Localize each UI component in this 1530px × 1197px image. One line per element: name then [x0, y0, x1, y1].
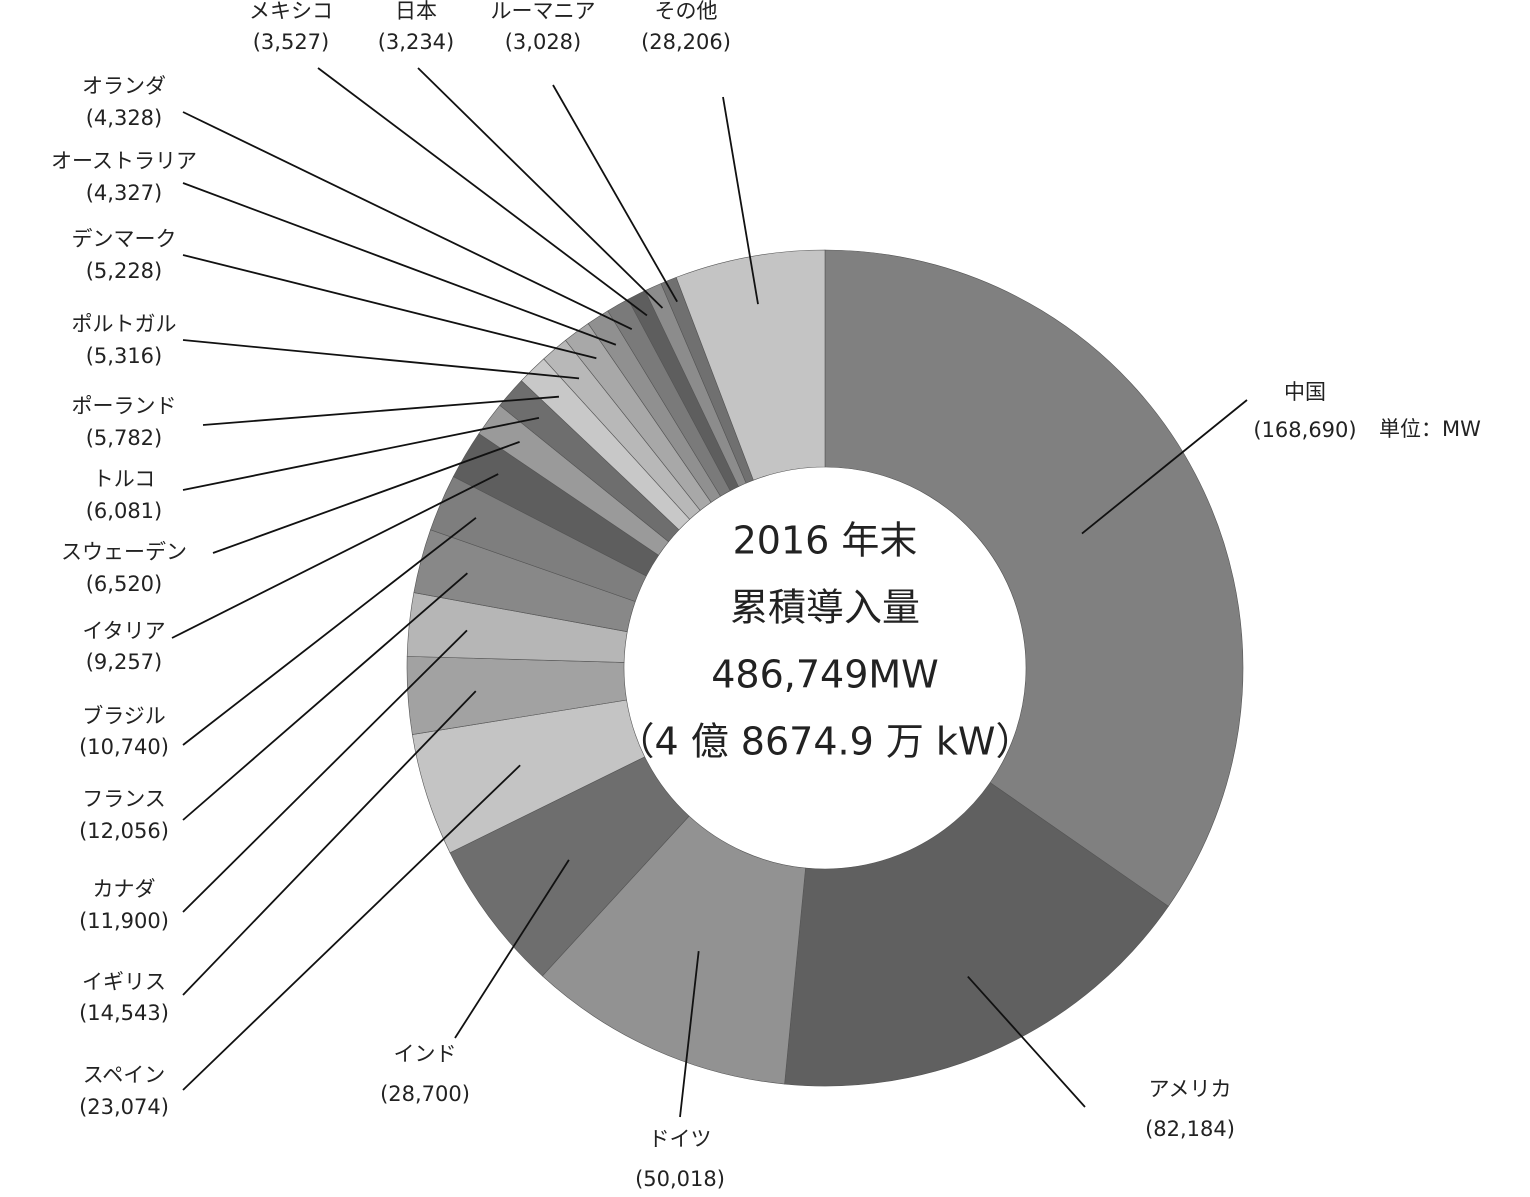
slice-label: デンマーク	[72, 227, 177, 251]
value-label: (5,228)	[86, 259, 163, 283]
leader-lines	[171, 67, 1248, 1118]
value-label: (3,527)	[253, 30, 330, 54]
slice-label: ブラジル	[82, 704, 166, 728]
leader-line	[202, 395, 560, 426]
value-label: (4,328)	[86, 106, 163, 130]
value-label: (28,206)	[641, 30, 731, 54]
leader-line	[182, 690, 477, 996]
slices	[406, 249, 1244, 1087]
slice-label: オーストラリア	[51, 149, 197, 173]
slice-label: その他	[655, 0, 718, 23]
slice-label: アメリカ	[1149, 1077, 1232, 1101]
slice-label: ドイツ	[649, 1127, 712, 1151]
slice-label: オランダ	[82, 74, 166, 98]
slice	[784, 782, 1169, 1087]
leader-line	[454, 859, 570, 1039]
leader-line	[182, 416, 540, 491]
slice-label: スウェーデン	[61, 540, 187, 564]
leader-line	[182, 339, 580, 380]
slice	[675, 249, 826, 481]
value-label: (3,028)	[505, 30, 582, 54]
center-text: 486,749MW	[711, 653, 939, 697]
leader-line	[679, 950, 700, 1118]
value-label: (23,074)	[79, 1095, 169, 1119]
value-label: (168,690)	[1253, 418, 1356, 442]
leader-line	[967, 975, 1086, 1108]
center-text: 累積導入量	[730, 586, 920, 630]
value-label: (4,327)	[86, 181, 163, 205]
center-text: （4 億 8674.9 万 kW）	[616, 720, 1033, 764]
slice-label: フランス	[82, 787, 166, 811]
value-label: (3,234)	[378, 30, 455, 54]
slice-label: イタリア	[82, 619, 165, 643]
value-label: (6,520)	[86, 572, 163, 596]
slice-label: メキシコ	[249, 0, 333, 23]
slice-label: 日本	[395, 0, 437, 23]
leader-line	[317, 67, 648, 317]
slice-label: スペイン	[83, 1063, 166, 1087]
value-label: (82,184)	[1145, 1117, 1235, 1141]
leader-line	[182, 629, 468, 913]
value-label: (12,056)	[79, 819, 169, 843]
leader-line	[182, 111, 633, 331]
slice-label: ポルトガル	[72, 312, 177, 336]
value-label: (6,081)	[86, 499, 163, 523]
slice	[824, 249, 1244, 907]
leader-line	[182, 182, 617, 346]
slice	[541, 815, 806, 1085]
leader-line	[722, 96, 759, 305]
leader-line	[212, 441, 520, 554]
slice-label: イギリス	[82, 970, 166, 994]
leader-line	[1081, 399, 1248, 535]
slice-label: ポーランド	[72, 394, 177, 418]
leader-line	[182, 517, 477, 746]
value-label: (5,316)	[86, 344, 163, 368]
value-label: (28,700)	[380, 1082, 470, 1106]
leader-line	[552, 84, 678, 303]
value-label: (10,740)	[79, 735, 169, 759]
center-text: 2016 年末	[733, 519, 918, 563]
value-label: (14,543)	[79, 1001, 169, 1025]
value-label: (11,900)	[79, 909, 169, 933]
leader-line	[417, 67, 664, 309]
value-label: (5,782)	[86, 426, 163, 450]
leader-line	[171, 473, 499, 639]
slice-label: トルコ	[93, 467, 156, 491]
slice-label: インド	[394, 1042, 457, 1066]
value-label: (9,257)	[86, 650, 163, 674]
slice-label: 中国	[1284, 380, 1326, 404]
leader-line	[182, 254, 597, 360]
slice-label: ルーマニア	[491, 0, 596, 23]
value-label: (50,018)	[635, 1167, 725, 1191]
slice-label: カナダ	[93, 877, 156, 901]
leader-line	[182, 764, 521, 1091]
leader-line	[182, 572, 468, 821]
unit-note: 単位：MW	[1379, 417, 1481, 441]
